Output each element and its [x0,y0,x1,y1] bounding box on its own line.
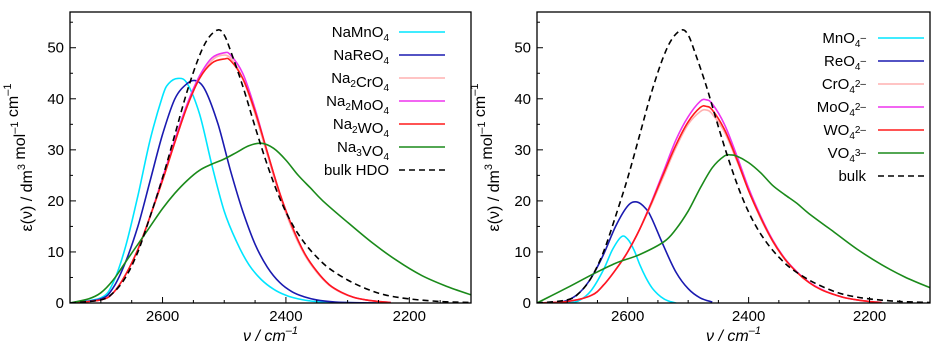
legend-label-5: VO43– [828,145,867,165]
left-chart: 2600 2400 2200 0 10 20 30 40 50 ν / cm–1 ε(ν) / dm… [2,11,472,345]
y-axis-label: ε(ν) / dm3 mol–1 cm–1 [2,84,36,232]
series-line-1 [554,200,713,303]
x-axis-label: ν / cm–1 [706,325,761,345]
y-axis-label: ε(ν) / dm3 mol–1 cm–1 [469,84,503,232]
legend-label-2: CrO42– [822,76,867,96]
y-tick-label: 10 [514,244,531,261]
y-tick-label: 20 [47,193,64,210]
y-tick-label: 40 [514,91,531,108]
legend-label-3: Na2MoO4 [326,93,389,117]
x-tick-label: 2200 [393,308,426,325]
x-tick-label: 2400 [269,308,302,325]
right-chart: 2600 2400 2200 0 10 20 30 40 50 ν / cm–1 ε(ν) / dm… [469,11,931,345]
legend-label-4: Na2WO4 [333,116,390,140]
x-tick-label: 2400 [732,308,765,325]
y-tick-label: 50 [514,40,531,57]
series-line-5 [70,142,471,303]
series-line-1 [70,79,379,303]
y-tick-label: 20 [514,193,531,210]
y-tick-label: 0 [56,295,64,312]
x-axis-label: ν / cm–1 [243,325,298,345]
plot-frame [536,11,931,304]
legend-label-2: Na2CrO4 [331,70,389,94]
legend-label-1: ReO4– [824,53,866,73]
legend-label-3: MoO42– [817,99,867,119]
x-tick-label: 2600 [146,308,179,325]
legend-label-1: NaReO4 [333,47,389,67]
series-line-0 [567,235,677,303]
x-tick-label: 2600 [611,308,644,325]
y-tick-label: 10 [47,244,64,261]
legend-label-5: Na3VO4 [337,139,389,163]
y-tick-label: 30 [514,142,531,159]
series-line-5 [537,153,930,303]
series-line-0 [70,77,379,303]
legend-label-4: WO42– [823,122,866,142]
plot-frame [69,11,472,304]
legend-label-0: NaMnO4 [332,24,390,44]
y-tick-label: 40 [47,91,64,108]
y-tick-label: 50 [47,40,64,57]
y-tick-label: 0 [523,295,531,312]
series-line-6 [70,29,471,303]
x-tick-label: 2200 [853,308,886,325]
legend-label-0: MnO4– [822,30,866,50]
legend-label-6: bulk HDO [324,162,389,179]
series-line-6 [537,29,930,303]
y-tick-label: 30 [47,142,64,159]
legend-label-6: bulk [838,168,866,185]
